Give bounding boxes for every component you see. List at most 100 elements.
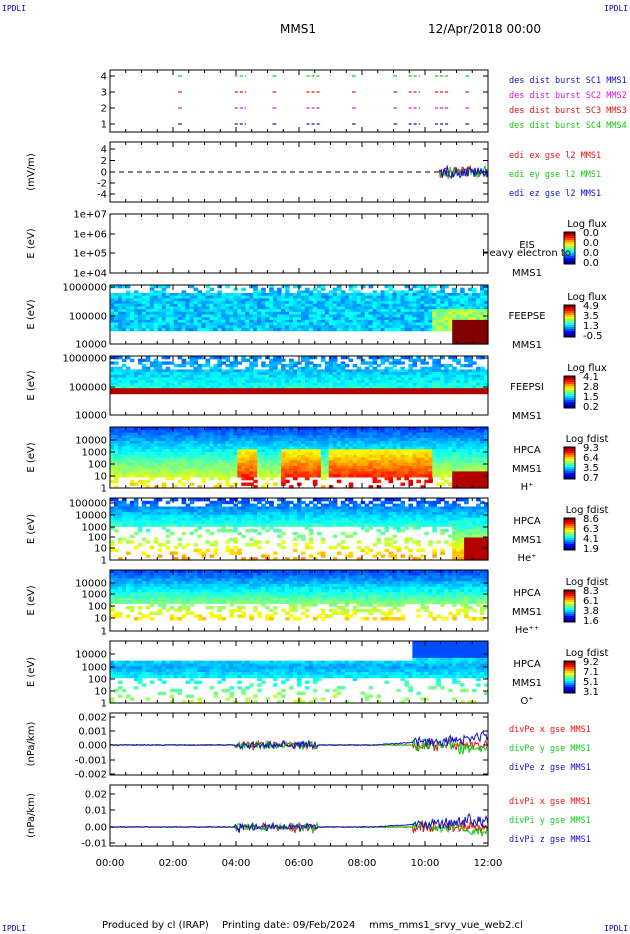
heatmap-cell <box>428 463 433 467</box>
heatmap-cell <box>432 285 437 289</box>
heatmap-cell <box>225 298 230 302</box>
heatmap-cell <box>324 322 330 326</box>
heatmap-cell <box>460 364 465 368</box>
heatmap-cell <box>145 454 151 459</box>
heatmap-cell <box>137 319 143 324</box>
heatmap-cell <box>277 463 282 467</box>
heatmap-cell <box>217 440 222 445</box>
heatmap-cell <box>118 372 123 376</box>
heatmap-cell <box>269 463 274 467</box>
heatmap-cell <box>281 476 286 481</box>
heatmap-cell <box>229 427 234 431</box>
heatmap-cell <box>444 303 449 308</box>
heatmap-cell <box>476 377 481 381</box>
heatmap-cell <box>400 449 406 453</box>
heatmap-cell <box>360 309 366 313</box>
heatmap-cell <box>118 311 123 316</box>
heatmap-cell <box>145 449 151 453</box>
heatmap-cell <box>400 468 406 472</box>
heatmap-cell <box>249 452 254 456</box>
heatmap-cell <box>289 306 294 310</box>
heatmap-cell <box>253 452 258 456</box>
heatmap-cell <box>273 388 278 392</box>
heatmap-cell <box>305 465 310 470</box>
heatmap-cell <box>372 390 378 395</box>
heatmap-cell <box>245 377 250 381</box>
heatmap-cell <box>237 435 242 439</box>
heatmap-cell <box>241 374 246 379</box>
heatmap-cell <box>305 457 310 461</box>
heatmap-cell <box>110 479 115 484</box>
heatmap-cell <box>440 369 445 373</box>
heatmap-cell <box>141 317 147 321</box>
heatmap-cell <box>285 429 290 434</box>
heatmap-cell <box>396 298 402 302</box>
heatmap-cell <box>484 446 489 450</box>
heatmap-cell <box>177 471 183 475</box>
heatmap-cell <box>121 317 127 321</box>
heatmap-cell <box>249 432 254 436</box>
heatmap-cell <box>129 374 135 379</box>
heatmap-cell <box>456 377 461 381</box>
heatmap-cell <box>217 385 222 389</box>
heatmap-cell <box>261 382 266 387</box>
heatmap-cell <box>233 293 238 297</box>
heatmap-cell <box>392 465 398 470</box>
heatmap-cell <box>114 390 119 395</box>
heatmap-cell <box>205 382 211 387</box>
heatmap-cell <box>241 358 246 362</box>
heatmap-cell <box>273 474 278 478</box>
heatmap-cell <box>289 452 294 456</box>
heatmap-cell <box>197 463 203 467</box>
heatmap-cell <box>217 295 222 299</box>
heatmap-cell <box>464 356 469 360</box>
heatmap-cell <box>197 435 203 439</box>
heatmap-cell <box>173 322 179 326</box>
heatmap-cell <box>372 440 378 445</box>
heatmap-cell <box>129 380 135 384</box>
heatmap-cell <box>400 465 406 470</box>
heatmap-cell <box>293 314 298 318</box>
heatmap-cell <box>324 427 330 431</box>
heatmap-cell <box>181 460 187 464</box>
heatmap-cell <box>436 303 441 308</box>
heatmap-cell <box>396 309 402 313</box>
heatmap-cell <box>328 380 334 384</box>
heatmap-cell <box>305 443 310 447</box>
heatmap-cell <box>316 301 322 305</box>
heatmap-cell <box>137 465 143 470</box>
heatmap-cell <box>336 443 342 447</box>
heatmap-cell <box>368 432 374 436</box>
heatmap-cell <box>137 361 143 365</box>
heatmap-cell <box>177 295 183 299</box>
heatmap-cell <box>301 319 306 324</box>
heatmap-cell <box>336 298 342 302</box>
heatmap-cell <box>177 380 183 384</box>
heatmap-cell <box>440 311 445 316</box>
heatmap-cell <box>253 285 258 289</box>
heatmap-cell <box>189 374 195 379</box>
heatmap-cell <box>388 460 394 464</box>
heatmap-cell <box>484 325 489 329</box>
heatmap-cell <box>416 438 421 442</box>
heatmap-cell <box>233 369 238 373</box>
heatmap-cell <box>193 298 199 302</box>
heatmap-cell <box>185 382 191 387</box>
heatmap-cell <box>348 317 354 321</box>
heatmap-cell <box>400 372 406 376</box>
heatmap-cell <box>324 377 330 381</box>
heatmap-cell <box>121 369 127 373</box>
colorbar-frame <box>563 304 576 338</box>
heatmap-cell <box>169 317 175 321</box>
heatmap-cell <box>416 465 421 470</box>
heatmap-cell <box>448 369 453 373</box>
heatmap-cell <box>237 317 242 321</box>
heatmap-cell <box>420 460 425 464</box>
heatmap-cell <box>484 468 489 472</box>
heatmap-cell <box>153 454 159 459</box>
heatmap-cell <box>145 366 151 370</box>
heatmap-cell <box>412 443 417 447</box>
heatmap-cell <box>328 382 334 387</box>
heatmap-cell <box>161 382 167 387</box>
heatmap-cell <box>360 377 366 381</box>
